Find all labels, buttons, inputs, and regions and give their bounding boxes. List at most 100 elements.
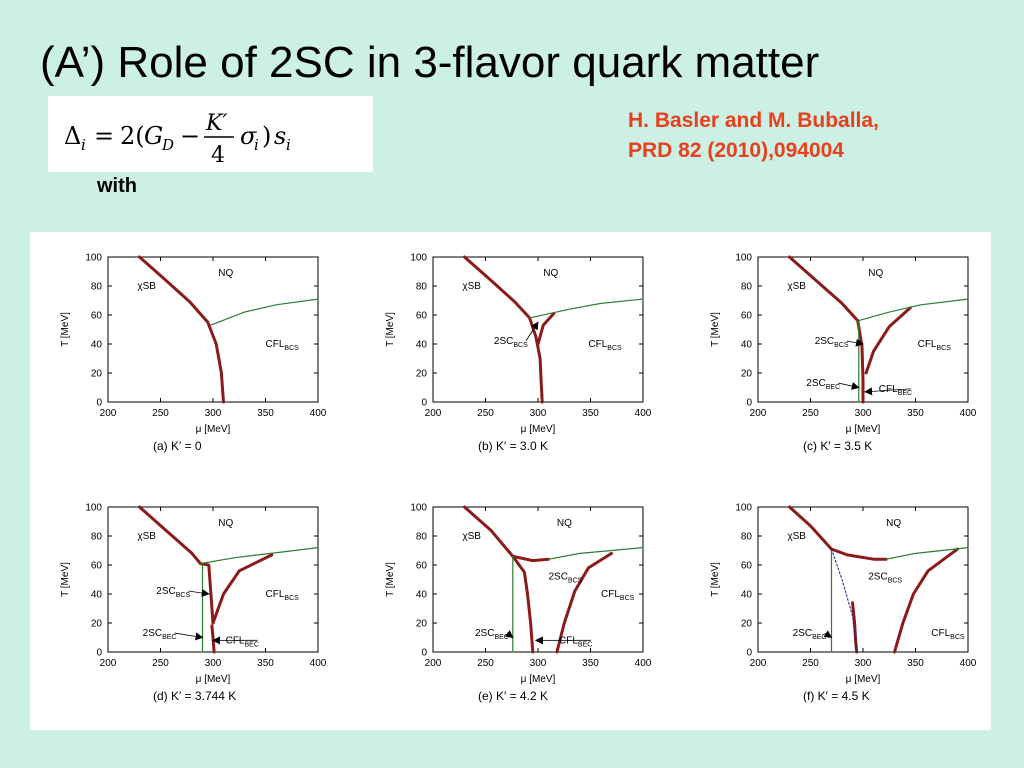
region-label: 2SCBEC: [793, 628, 827, 641]
svg-text:): ): [262, 122, 271, 150]
phase-boundary-first-order: [864, 306, 912, 375]
plot-frame: [432, 256, 644, 403]
svg-text:s: s: [274, 122, 286, 150]
svg-text:=: =: [94, 122, 114, 150]
y-tick-label: 100: [410, 503, 427, 514]
x-tick-label: 400: [310, 408, 327, 419]
x-tick-label: 200: [750, 408, 767, 419]
gap-equation-formula: Δ i = 2( G D − K′ 4 σ i ) s i: [64, 111, 291, 168]
x-axis-label: μ [MeV]: [846, 674, 881, 685]
y-tick-label: 0: [746, 398, 752, 409]
region-label: χSB: [137, 281, 156, 292]
y-tick-label: 60: [741, 561, 753, 572]
phase-boundary-first-order: [893, 547, 959, 654]
phase-diagram-d: 200 250 300 350 400 0 20 40 60 80 100 μ [MeV] T [MeV…: [60, 503, 327, 704]
x-tick-label: 350: [907, 408, 924, 419]
x-tick-label: 200: [425, 408, 442, 419]
region-label: CFLBCS: [601, 589, 635, 602]
y-tick-label: 60: [91, 561, 103, 572]
annotation-arrow: [838, 382, 860, 390]
region-label: 2SCBCS: [156, 586, 190, 599]
y-tick-label: 80: [416, 532, 428, 543]
phase-diagram-b: 200 250 300 350 400 0 20 40 60 80 100 μ [MeV] T [MeV…: [385, 253, 652, 454]
region-label: CFLBEC: [559, 635, 592, 648]
y-axis-label: T [MeV]: [60, 312, 71, 347]
x-tick-label: 400: [635, 658, 652, 669]
y-axis-label: T [MeV]: [385, 562, 396, 597]
y-tick-label: 100: [735, 253, 752, 264]
region-label: NQ: [886, 518, 901, 529]
panel-caption: (b) K′ = 3.0 K: [478, 439, 548, 453]
region-label: CFLBCS: [588, 339, 622, 352]
y-tick-label: 0: [96, 648, 102, 659]
y-tick-label: 20: [741, 369, 753, 380]
x-tick-label: 200: [100, 408, 117, 419]
y-tick-label: 20: [91, 619, 103, 630]
y-tick-label: 40: [741, 340, 753, 351]
y-tick-label: 80: [91, 532, 103, 543]
y-tick-label: 80: [741, 282, 753, 293]
svg-text:i: i: [254, 136, 259, 154]
region-label: 2SCBCS: [868, 572, 902, 585]
phase-boundary-first-order: [851, 601, 859, 654]
x-tick-label: 300: [530, 658, 547, 669]
x-tick-label: 250: [477, 658, 494, 669]
x-tick-label: 400: [960, 408, 977, 419]
region-label: χSB: [462, 281, 481, 292]
y-tick-label: 80: [416, 282, 428, 293]
x-tick-label: 250: [152, 658, 169, 669]
y-tick-label: 20: [91, 369, 103, 380]
phase-boundary-first-order: [788, 255, 865, 404]
phase-boundary-second-order: [857, 298, 969, 322]
region-label: NQ: [557, 518, 572, 529]
phase-boundary-second-order: [547, 547, 644, 560]
phase-diagram-a: 200 250 300 350 400 0 20 40 60 80 100 μ [MeV] T [MeV…: [60, 253, 327, 454]
y-tick-label: 80: [741, 532, 753, 543]
svg-text:D: D: [161, 136, 174, 154]
plot-frame: [432, 506, 644, 653]
y-tick-label: 60: [741, 311, 753, 322]
svg-text:i: i: [81, 136, 86, 154]
x-tick-label: 300: [855, 408, 872, 419]
region-label: χSB: [462, 531, 481, 542]
y-tick-label: 20: [741, 619, 753, 630]
reference-line-2: PRD 82 (2010),094004: [628, 139, 844, 162]
x-tick-label: 200: [750, 658, 767, 669]
with-label: with: [97, 175, 137, 197]
phase-boundary-first-order: [536, 312, 556, 346]
x-tick-label: 250: [802, 658, 819, 669]
x-tick-label: 300: [205, 408, 222, 419]
y-tick-label: 40: [416, 590, 428, 601]
x-axis-label: μ [MeV]: [521, 424, 556, 435]
svg-text:i: i: [286, 136, 291, 154]
region-label: 2SCBEC: [475, 628, 509, 641]
y-tick-label: 60: [91, 311, 103, 322]
svg-text:2(: 2(: [120, 122, 145, 150]
svg-text:G: G: [144, 122, 163, 150]
x-tick-label: 350: [582, 408, 599, 419]
y-tick-label: 0: [421, 648, 427, 659]
x-tick-label: 350: [257, 658, 274, 669]
svg-text:Δ: Δ: [64, 122, 81, 150]
region-label: CFLBCS: [266, 589, 300, 602]
annotation-arrow: [188, 589, 210, 597]
x-tick-label: 300: [855, 658, 872, 669]
x-axis-label: μ [MeV]: [846, 424, 881, 435]
x-axis-label: μ [MeV]: [196, 674, 231, 685]
y-tick-label: 100: [735, 503, 752, 514]
annotation-arrow: [846, 338, 864, 347]
svg-text:−: −: [180, 122, 200, 150]
y-axis-label: T [MeV]: [710, 562, 721, 597]
x-tick-label: 400: [960, 658, 977, 669]
phase-boundary-first-order: [463, 255, 544, 404]
gap-equation-image: Δ i = 2( G D − K′ 4 σ i ) s i: [48, 96, 373, 172]
y-tick-label: 0: [746, 648, 752, 659]
region-label: NQ: [543, 268, 558, 279]
region-label: 2SCBEC: [806, 378, 840, 391]
phase-boundary-second-order: [885, 547, 969, 560]
x-tick-label: 250: [477, 408, 494, 419]
annotation-arrow: [504, 630, 514, 639]
region-label: χSB: [137, 531, 156, 542]
phase-boundary-second-order: [199, 547, 319, 565]
